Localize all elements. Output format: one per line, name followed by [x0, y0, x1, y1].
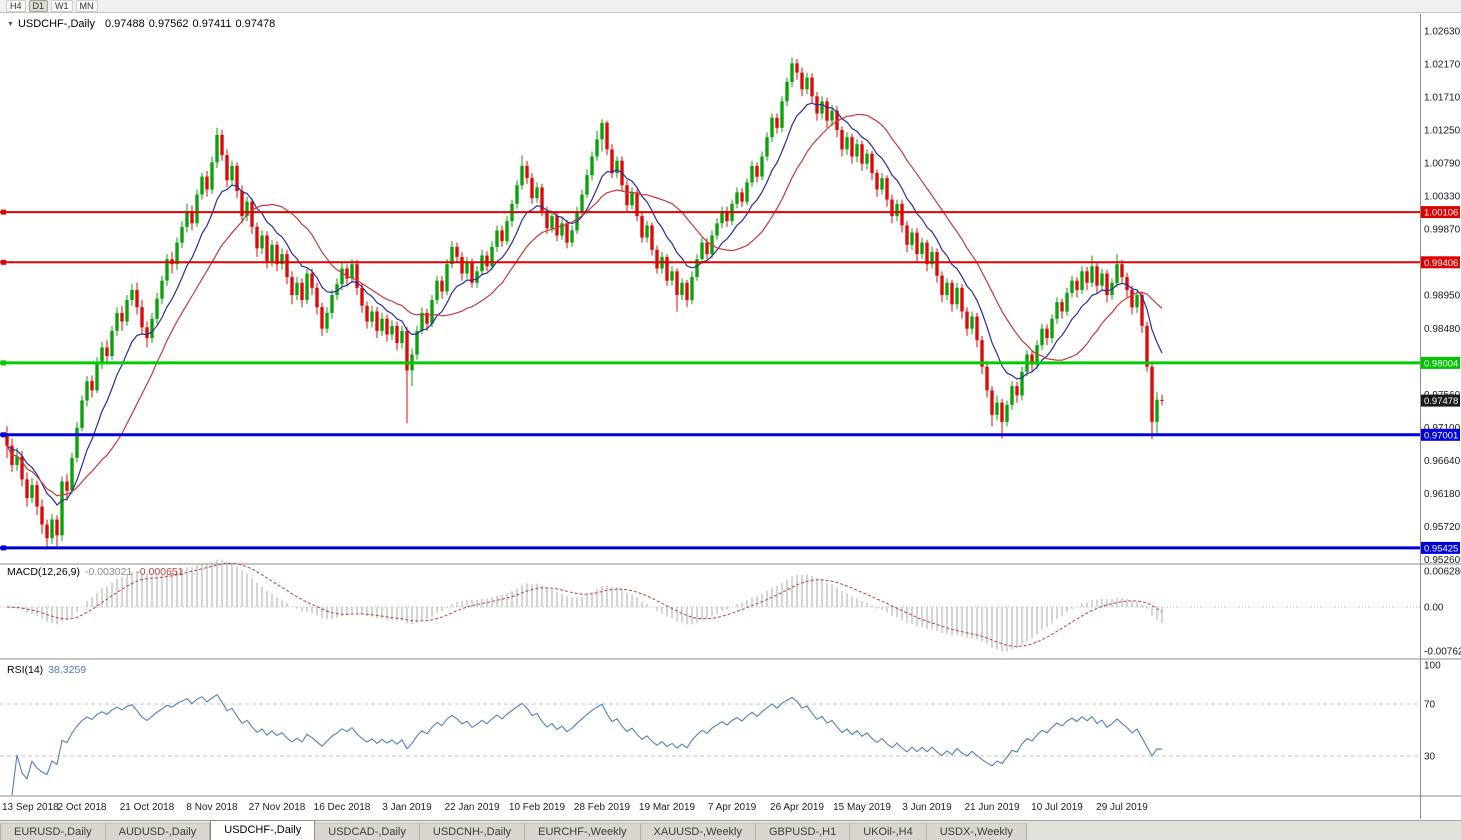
- macd-name: MACD(12,26,9): [7, 566, 80, 578]
- chart-tab[interactable]: UKOil-,H4: [850, 823, 927, 840]
- svg-text:13 Sep 2018: 13 Sep 2018: [2, 802, 59, 813]
- svg-text:0.006286: 0.006286: [1424, 566, 1461, 577]
- svg-text:1.00106: 1.00106: [1424, 208, 1458, 219]
- price-axis[interactable]: 1.02630 1.02170 1.01710 1.01250 1.00790 1.003…: [1421, 27, 1461, 763]
- svg-text:3 Jan 2019: 3 Jan 2019: [382, 802, 432, 813]
- high-value: 0.97562: [148, 18, 189, 30]
- svg-text:0.00: 0.00: [1424, 603, 1444, 614]
- macd-layer: [0, 559, 1420, 652]
- svg-text:0.98004: 0.98004: [1424, 358, 1458, 369]
- svg-text:0.99870: 0.99870: [1424, 225, 1461, 236]
- svg-text:8 Nov 2018: 8 Nov 2018: [186, 802, 238, 813]
- chart-symbol-period: USDCHF-,Daily: [17, 18, 95, 30]
- svg-text:1.01710: 1.01710: [1424, 93, 1461, 104]
- svg-text:1.02630: 1.02630: [1424, 27, 1461, 38]
- svg-text:28 Feb 2019: 28 Feb 2019: [574, 802, 631, 813]
- open-value: 0.97488: [105, 18, 145, 30]
- timeframe-toolbar: H4 D1 W1 MN: [0, 0, 1461, 13]
- macd-signal-value: -0.000651: [136, 566, 184, 578]
- close-value: 0.97478: [235, 18, 276, 30]
- svg-text:0.95720: 0.95720: [1424, 522, 1461, 533]
- svg-text:27 Nov 2018: 27 Nov 2018: [249, 802, 306, 813]
- chart-tab-active[interactable]: USDCHF-,Daily: [210, 820, 316, 840]
- svg-text:0.96180: 0.96180: [1424, 489, 1461, 500]
- chart-title: ▼ USDCHF-,Daily 0.97488 0.97562 0.97411 0.97…: [7, 18, 279, 30]
- svg-text:10 Feb 2019: 10 Feb 2019: [509, 802, 566, 813]
- svg-text:19 Mar 2019: 19 Mar 2019: [639, 802, 696, 813]
- chart-tab[interactable]: USDX-,Weekly: [926, 823, 1027, 840]
- svg-text:0.95425: 0.95425: [1424, 543, 1458, 554]
- svg-text:1.02170: 1.02170: [1424, 60, 1461, 71]
- price-tag-0.97001: [1421, 428, 1460, 441]
- price-tag-0.95425: [1421, 541, 1460, 554]
- svg-text:21 Oct 2018: 21 Oct 2018: [120, 802, 175, 813]
- timeframe-button-h4[interactable]: H4: [6, 0, 26, 12]
- chart-tab[interactable]: EURCHF-,Weekly: [525, 823, 641, 840]
- svg-text:70: 70: [1424, 700, 1436, 711]
- macd-label: MACD(12,26,9) -0.003021 -0.000651: [7, 566, 184, 578]
- svg-text:0.97100: 0.97100: [1424, 423, 1461, 434]
- hline-handle-icon[interactable]: [1, 545, 6, 551]
- svg-text:0.99406: 0.99406: [1424, 258, 1458, 269]
- chart-tab[interactable]: USDCAD-,Daily: [315, 823, 420, 840]
- chart-tab[interactable]: EURUSD-,Daily: [0, 823, 106, 840]
- timeframe-buttons: H4 D1 W1 MN: [6, 0, 98, 12]
- svg-text:7 Apr 2019: 7 Apr 2019: [708, 802, 757, 813]
- svg-text:10 Jul 2019: 10 Jul 2019: [1031, 802, 1083, 813]
- rsi-value: 38.3259: [48, 664, 87, 676]
- horizontal-lines-layer: [0, 209, 1420, 551]
- svg-text:0.98950: 0.98950: [1424, 291, 1461, 302]
- price-tag-1.00106: [1421, 206, 1460, 219]
- price-tag-0.99406: [1421, 256, 1460, 269]
- hline-handle-icon[interactable]: [1, 360, 6, 366]
- svg-text:21 Jun 2019: 21 Jun 2019: [964, 802, 1019, 813]
- svg-text:1.00330: 1.00330: [1424, 192, 1461, 203]
- timeframe-button-mn[interactable]: MN: [75, 0, 98, 12]
- rsi-layer: [0, 693, 1420, 796]
- svg-text:0.98480: 0.98480: [1424, 324, 1461, 335]
- svg-text:0.97001: 0.97001: [1424, 430, 1458, 441]
- svg-text:1.01250: 1.01250: [1424, 126, 1461, 137]
- svg-text:0.96640: 0.96640: [1424, 456, 1461, 467]
- chart-tab[interactable]: USDCNH-,Daily: [419, 823, 526, 840]
- svg-text:29 Jul 2019: 29 Jul 2019: [1096, 802, 1148, 813]
- svg-text:0.95260: 0.95260: [1424, 555, 1461, 566]
- collapse-arrow-icon[interactable]: ▼: [7, 21, 14, 28]
- svg-text:1.00790: 1.00790: [1424, 159, 1461, 170]
- svg-text:2 Oct 2018: 2 Oct 2018: [58, 802, 107, 813]
- hline-handle-icon[interactable]: [1, 209, 6, 215]
- svg-text:30: 30: [1424, 752, 1436, 763]
- price-tag-0.97478: [1421, 394, 1460, 407]
- svg-text:0.97478: 0.97478: [1424, 396, 1458, 407]
- rsi-label: RSI(14) 38.3259: [7, 664, 86, 676]
- svg-text:26 Apr 2019: 26 Apr 2019: [770, 802, 824, 813]
- low-value: 0.97411: [192, 18, 232, 30]
- svg-text:100: 100: [1424, 661, 1441, 672]
- svg-text:15 May 2019: 15 May 2019: [833, 802, 891, 813]
- chart-tab[interactable]: XAUUSD-,Weekly: [640, 823, 756, 840]
- timeframe-button-w1[interactable]: W1: [51, 0, 73, 12]
- chart-frame: [0, 14, 1461, 819]
- chart-area[interactable]: 1.02630 1.02170 1.01710 1.01250 1.00790 1.003…: [0, 14, 1461, 820]
- hline-handle-icon[interactable]: [1, 432, 6, 438]
- price-tag-0.98004: [1421, 356, 1460, 369]
- chart-tab[interactable]: AUDUSD-,Daily: [105, 823, 211, 840]
- rsi-name: RSI(14): [7, 664, 44, 676]
- svg-text:3 Jun 2019: 3 Jun 2019: [902, 802, 952, 813]
- moving-averages-layer: [6, 102, 1163, 506]
- svg-text:16 Dec 2018: 16 Dec 2018: [314, 802, 371, 813]
- ohlc-values: 0.97488 0.97562 0.97411 0.97478: [105, 18, 279, 30]
- chart-tab[interactable]: GBPUSD-,H1: [755, 823, 851, 840]
- svg-text:-0.00762: -0.00762: [1424, 646, 1461, 657]
- price-chart[interactable]: 1.02630 1.02170 1.01710 1.01250 1.00790 1.003…: [0, 14, 1461, 820]
- svg-text:22 Jan 2019: 22 Jan 2019: [444, 802, 499, 813]
- timeframe-button-d1[interactable]: D1: [28, 0, 49, 12]
- chart-tab-bar: EURUSD-,Daily AUDUSD-,Daily USDCHF-,Daily U…: [0, 820, 1461, 840]
- hline-handle-icon[interactable]: [1, 259, 6, 265]
- macd-main-value: -0.003021: [84, 566, 133, 578]
- candles-layer[interactable]: [5, 57, 1164, 548]
